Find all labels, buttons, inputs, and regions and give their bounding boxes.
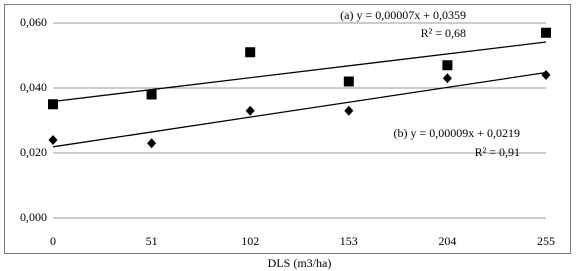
annotation: R² = 0,68 xyxy=(421,26,466,40)
y-tick-label: 0,020 xyxy=(20,145,47,159)
square-marker xyxy=(541,27,551,38)
x-tick-label: 0 xyxy=(50,234,56,248)
square-marker xyxy=(343,76,354,87)
diamond-marker xyxy=(344,105,354,116)
y-tick-label: 0,040 xyxy=(20,80,47,94)
square-marker xyxy=(442,60,453,71)
x-tick-label: 51 xyxy=(146,234,158,248)
y-tick-label: 0,000 xyxy=(20,210,47,224)
y-tick-label: 0,060 xyxy=(20,15,47,29)
annotation: (a) y = 0,00007x + 0,0359 xyxy=(340,8,466,22)
square-marker xyxy=(146,89,157,100)
annotation: (b) y = 0,00009x + 0,0219 xyxy=(393,126,520,140)
chart-frame xyxy=(4,4,571,254)
x-tick-label: 153 xyxy=(340,234,358,248)
x-tick-label: 204 xyxy=(438,234,456,248)
annotation: R² = 0,91 xyxy=(475,145,520,159)
diamond-marker xyxy=(442,73,452,84)
square-marker xyxy=(245,47,256,58)
diamond-marker xyxy=(48,135,58,145)
diamond-marker xyxy=(245,105,255,116)
x-axis-title: DLS (m3/ha) xyxy=(268,256,332,270)
trend-line xyxy=(52,71,547,148)
diamond-marker xyxy=(541,70,551,80)
square-marker xyxy=(48,99,58,110)
trend-line xyxy=(52,41,547,103)
diamond-marker xyxy=(147,138,157,149)
x-tick-label: 255 xyxy=(537,234,555,248)
x-tick-label: 102 xyxy=(241,234,259,248)
